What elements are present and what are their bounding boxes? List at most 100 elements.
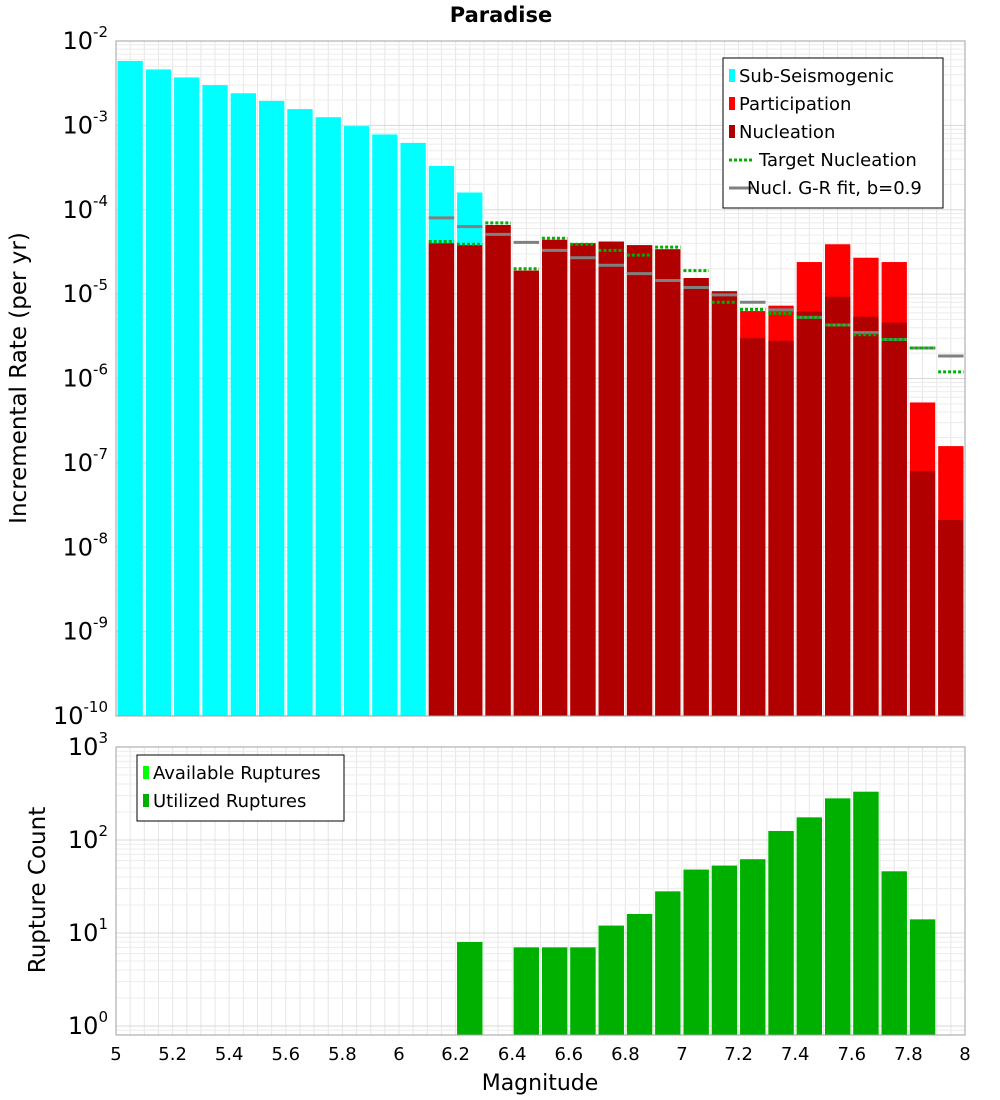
y-tick-label: 10-7: [62, 445, 108, 477]
x-tick-label: 5.2: [158, 1044, 187, 1065]
utilized-ruptures-bar: [881, 871, 907, 1035]
utilized-ruptures-bar: [598, 925, 624, 1035]
nucleation-bar: [683, 278, 709, 716]
y-tick-base: 10: [68, 733, 99, 761]
utilized-ruptures-bar: [740, 859, 766, 1035]
sub-seismogenic-bar: [202, 85, 228, 716]
x-axis-label: Magnitude: [482, 1071, 599, 1096]
y-tick-exponent: 0: [98, 1008, 108, 1026]
y-tick-exponent: -2: [93, 23, 108, 41]
nucleation-bar: [938, 520, 964, 716]
x-tick-label: 7.6: [837, 1044, 866, 1065]
nucl-g-r-fit-b-0-9-legend-label: Nucl. G-R fit, b=0.9: [747, 178, 922, 199]
nucleation-legend-label: Nucleation: [739, 122, 835, 143]
available-ruptures-legend-label: Available Ruptures: [153, 763, 321, 784]
sub-seismogenic-bar: [174, 77, 200, 716]
top-bars: [117, 60, 964, 717]
utilized-ruptures-bar: [683, 869, 709, 1035]
utilized-ruptures-legend-swatch: [143, 794, 149, 807]
participation-legend-swatch: [729, 97, 735, 110]
nucleation-bar: [570, 243, 596, 717]
utilized-ruptures-bar: [513, 947, 539, 1035]
y-tick-exponent: -3: [93, 107, 108, 125]
sub-seismogenic-bar: [287, 109, 313, 717]
sub-seismogenic-bar: [259, 100, 285, 717]
utilized-ruptures-bar: [570, 947, 596, 1035]
y-tick-label: 10-2: [62, 23, 108, 55]
chart-title: Paradise: [450, 3, 553, 27]
utilized-ruptures-bar: [853, 791, 879, 1035]
bottom-plot-frame: [115, 746, 966, 1036]
utilized-ruptures-bar: [768, 830, 794, 1035]
x-tick-label: 5.8: [328, 1044, 357, 1065]
x-tick-labels: 5 5.2 5.4 5.6 5.8 6 6.2 6.4 6.6 6.8 7 7.2 7.4 7.6 7.8 8: [110, 1044, 970, 1065]
nucleation-bar: [711, 291, 738, 716]
nucleation-bar: [768, 340, 794, 716]
x-tick-label: 6.8: [611, 1044, 640, 1065]
nucleation-bar: [457, 245, 483, 717]
nucleation-bar: [796, 311, 822, 716]
y-tick-label: 10-5: [62, 276, 108, 308]
top-gridlines: [115, 41, 966, 717]
nucleation-bar: [853, 316, 879, 716]
x-tick-label: 6.2: [441, 1044, 470, 1065]
nucleation-bar: [740, 338, 766, 716]
sub-seismogenic-bar: [400, 142, 426, 716]
x-tick-label: 8: [959, 1044, 970, 1065]
y-tick-base: 10: [62, 449, 93, 477]
x-tick-label: 6: [393, 1044, 404, 1065]
nucleation-bar: [626, 245, 653, 717]
sub-seismogenic-legend-label: Sub-Seismogenic: [739, 66, 894, 87]
utilized-ruptures-bar: [655, 891, 681, 1035]
utilized-ruptures-bar: [457, 942, 483, 1035]
y-tick-label: 10-9: [62, 614, 108, 646]
nucleation-bar: [825, 296, 851, 716]
x-tick-label: 6.4: [498, 1044, 527, 1065]
utilized-ruptures-bar: [711, 865, 738, 1035]
sub-seismogenic-bar: [372, 134, 398, 717]
y-tick-base: 10: [62, 365, 93, 393]
bottom-legend: Available Ruptures Utilized Ruptures: [136, 754, 345, 822]
y-tick-base: 10: [62, 533, 93, 561]
nucleation-legend-swatch: [729, 125, 735, 138]
nucleation-bar: [909, 471, 936, 716]
nucleation-bar: [655, 249, 681, 716]
sub-seismogenic-bar: [230, 93, 256, 716]
y-tick-exponent: -5: [93, 276, 108, 294]
y-tick-base: 10: [62, 196, 93, 224]
top-y-axis-label: Incremental Rate (per yr): [6, 232, 32, 524]
x-tick-label: 6.6: [554, 1044, 583, 1065]
y-tick-exponent: 3: [98, 729, 108, 747]
nucleation-bar: [542, 239, 568, 716]
y-tick-base: 10: [62, 618, 93, 646]
top-legend: Sub-Seismogenic Participation Nucleation Ta…: [722, 57, 944, 209]
y-tick-base: 10: [68, 919, 99, 947]
nucleation-bar: [428, 243, 455, 717]
y-tick-base: 10: [68, 826, 99, 854]
nucleation-bar: [598, 241, 624, 717]
y-tick-exponent: -6: [93, 361, 108, 379]
participation-legend-label: Participation: [739, 94, 851, 115]
y-tick-exponent: -7: [93, 445, 108, 463]
y-tick-label: 102: [68, 822, 108, 854]
top-plot-frame: [115, 40, 966, 717]
bottom-bars: [457, 791, 936, 1035]
top-y-tick-labels: 10-210-310-410-510-610-710-810-910-10: [53, 23, 108, 730]
y-tick-exponent: -8: [93, 529, 108, 547]
top-fit-lines: [428, 216, 964, 374]
legend-box: [136, 754, 345, 822]
y-tick-base: 10: [62, 280, 93, 308]
sub-seismogenic-bar: [343, 126, 370, 717]
x-tick-label: 7.4: [781, 1044, 810, 1065]
y-tick-label: 10-10: [53, 698, 108, 730]
y-tick-base: 10: [62, 27, 93, 55]
y-tick-label: 10-4: [62, 192, 108, 224]
legend-box: [722, 57, 944, 209]
bottom-y-axis-label: Rupture Count: [25, 807, 51, 973]
sub-seismogenic-bar: [117, 60, 143, 717]
y-tick-label: 101: [68, 915, 108, 947]
y-tick-base: 10: [53, 702, 84, 730]
x-tick-label: 7.2: [724, 1044, 753, 1065]
